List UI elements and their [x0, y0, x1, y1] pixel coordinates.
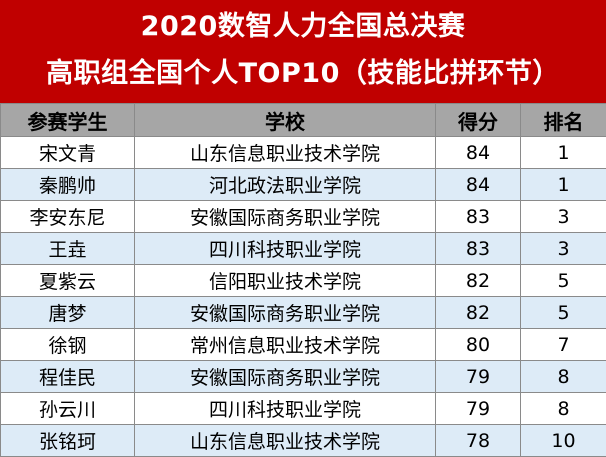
title-line-2: 高职组全国个人TOP10（技能比拼环节） [0, 57, 606, 91]
header-student: 参赛学生 [1, 104, 135, 137]
cell-score: 84 [436, 169, 521, 201]
title-banner: 2020数智人力全国总决赛 高职组全国个人TOP10（技能比拼环节） [0, 0, 606, 103]
cell-student: 秦鹏帅 [1, 169, 135, 201]
cell-student: 李安东尼 [1, 201, 135, 233]
header-school: 学校 [135, 104, 436, 137]
cell-school: 安徽国际商务职业学院 [135, 297, 436, 329]
cell-student: 夏紫云 [1, 265, 135, 297]
cell-school: 山东信息职业技术学院 [135, 137, 436, 169]
table-row: 程佳民 安徽国际商务职业学院 79 8 [1, 361, 606, 393]
table-row: 宋文青 山东信息职业技术学院 84 1 [1, 137, 606, 169]
cell-student: 徐钢 [1, 329, 135, 361]
cell-student: 宋文青 [1, 137, 135, 169]
cell-rank: 3 [521, 233, 606, 265]
title-line-1: 2020数智人力全国总决赛 [0, 10, 606, 44]
cell-school: 四川科技职业学院 [135, 393, 436, 425]
table-row: 夏紫云 信阳职业技术学院 82 5 [1, 265, 606, 297]
cell-rank: 10 [521, 425, 606, 457]
cell-school: 四川科技职业学院 [135, 233, 436, 265]
table-row: 孙云川 四川科技职业学院 79 8 [1, 393, 606, 425]
cell-score: 83 [436, 233, 521, 265]
cell-school: 山东信息职业技术学院 [135, 425, 436, 457]
cell-score: 84 [436, 137, 521, 169]
cell-school: 常州信息职业技术学院 [135, 329, 436, 361]
cell-rank: 1 [521, 169, 606, 201]
table-header-row: 参赛学生 学校 得分 排名 [1, 104, 606, 137]
table-row: 王垚 四川科技职业学院 83 3 [1, 233, 606, 265]
cell-student: 王垚 [1, 233, 135, 265]
cell-score: 80 [436, 329, 521, 361]
cell-rank: 7 [521, 329, 606, 361]
table-row: 秦鹏帅 河北政法职业学院 84 1 [1, 169, 606, 201]
cell-score: 79 [436, 361, 521, 393]
cell-school: 河北政法职业学院 [135, 169, 436, 201]
ranking-table: 参赛学生 学校 得分 排名 宋文青 山东信息职业技术学院 84 1 秦鹏帅 河北… [0, 103, 606, 457]
cell-score: 78 [436, 425, 521, 457]
header-score: 得分 [436, 104, 521, 137]
cell-student: 张铭珂 [1, 425, 135, 457]
cell-rank: 8 [521, 393, 606, 425]
cell-score: 82 [436, 265, 521, 297]
cell-student: 唐梦 [1, 297, 135, 329]
cell-school: 安徽国际商务职业学院 [135, 201, 436, 233]
cell-school: 信阳职业技术学院 [135, 265, 436, 297]
cell-school: 安徽国际商务职业学院 [135, 361, 436, 393]
cell-rank: 3 [521, 201, 606, 233]
table-row: 徐钢 常州信息职业技术学院 80 7 [1, 329, 606, 361]
cell-student: 孙云川 [1, 393, 135, 425]
cell-rank: 5 [521, 265, 606, 297]
cell-rank: 8 [521, 361, 606, 393]
table-row: 李安东尼 安徽国际商务职业学院 83 3 [1, 201, 606, 233]
cell-score: 83 [436, 201, 521, 233]
header-rank: 排名 [521, 104, 606, 137]
cell-student: 程佳民 [1, 361, 135, 393]
table-row: 唐梦 安徽国际商务职业学院 82 5 [1, 297, 606, 329]
cell-rank: 5 [521, 297, 606, 329]
table-row: 张铭珂 山东信息职业技术学院 78 10 [1, 425, 606, 457]
cell-score: 82 [436, 297, 521, 329]
cell-rank: 1 [521, 137, 606, 169]
cell-score: 79 [436, 393, 521, 425]
